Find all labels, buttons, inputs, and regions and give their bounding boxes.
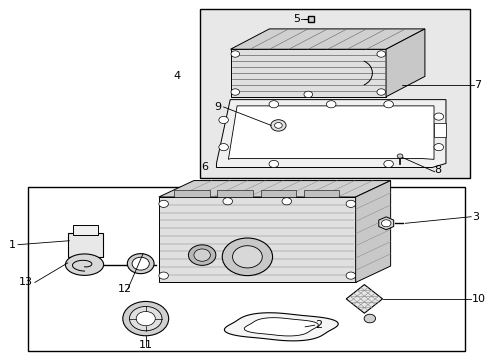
Text: 1: 1	[9, 240, 16, 249]
Circle shape	[129, 306, 162, 331]
Circle shape	[326, 101, 335, 108]
Circle shape	[376, 89, 385, 95]
Polygon shape	[216, 100, 445, 167]
Polygon shape	[230, 49, 385, 97]
Polygon shape	[244, 318, 318, 336]
Circle shape	[282, 198, 291, 205]
Circle shape	[346, 272, 355, 279]
Circle shape	[383, 101, 392, 108]
Circle shape	[159, 200, 168, 207]
Polygon shape	[355, 181, 390, 283]
Text: 3: 3	[471, 212, 478, 222]
Circle shape	[304, 91, 312, 98]
FancyBboxPatch shape	[73, 225, 98, 235]
Circle shape	[188, 245, 215, 265]
Bar	[217, 190, 252, 197]
Polygon shape	[378, 217, 393, 230]
Circle shape	[194, 249, 210, 261]
Text: 6: 6	[201, 162, 208, 172]
FancyBboxPatch shape	[68, 233, 103, 257]
Circle shape	[159, 272, 168, 279]
Circle shape	[132, 257, 149, 270]
Bar	[260, 190, 296, 197]
Polygon shape	[385, 29, 424, 97]
Circle shape	[433, 113, 443, 120]
Circle shape	[222, 238, 272, 276]
Circle shape	[376, 51, 385, 57]
Ellipse shape	[65, 254, 103, 275]
Bar	[304, 190, 339, 197]
Circle shape	[274, 122, 282, 128]
Circle shape	[219, 144, 228, 151]
Circle shape	[396, 154, 402, 158]
Circle shape	[346, 200, 355, 207]
Circle shape	[268, 160, 278, 167]
Polygon shape	[346, 285, 382, 313]
Bar	[199, 9, 469, 178]
Circle shape	[270, 120, 285, 131]
Circle shape	[364, 314, 375, 323]
Polygon shape	[159, 181, 390, 197]
Bar	[28, 187, 464, 351]
Text: 4: 4	[173, 71, 180, 81]
Text: 11: 11	[139, 340, 152, 350]
Circle shape	[383, 160, 392, 167]
Circle shape	[433, 144, 443, 151]
Circle shape	[136, 311, 155, 326]
Circle shape	[381, 220, 390, 227]
Circle shape	[223, 198, 232, 205]
Circle shape	[230, 89, 239, 95]
Circle shape	[127, 254, 154, 274]
Circle shape	[232, 246, 262, 268]
Text: 7: 7	[473, 80, 481, 90]
Text: 5: 5	[292, 14, 299, 24]
Polygon shape	[230, 29, 424, 49]
Bar	[174, 190, 209, 197]
Text: 2: 2	[314, 320, 321, 330]
Polygon shape	[159, 197, 355, 283]
Circle shape	[268, 101, 278, 108]
Polygon shape	[228, 106, 433, 159]
Text: 13: 13	[19, 278, 32, 287]
Circle shape	[219, 116, 228, 123]
Polygon shape	[224, 313, 338, 341]
Text: 10: 10	[471, 294, 485, 304]
Text: 12: 12	[118, 284, 132, 294]
Circle shape	[230, 51, 239, 57]
Circle shape	[122, 301, 168, 336]
Polygon shape	[433, 123, 445, 137]
Text: 9: 9	[214, 102, 221, 112]
Text: 8: 8	[434, 165, 441, 175]
